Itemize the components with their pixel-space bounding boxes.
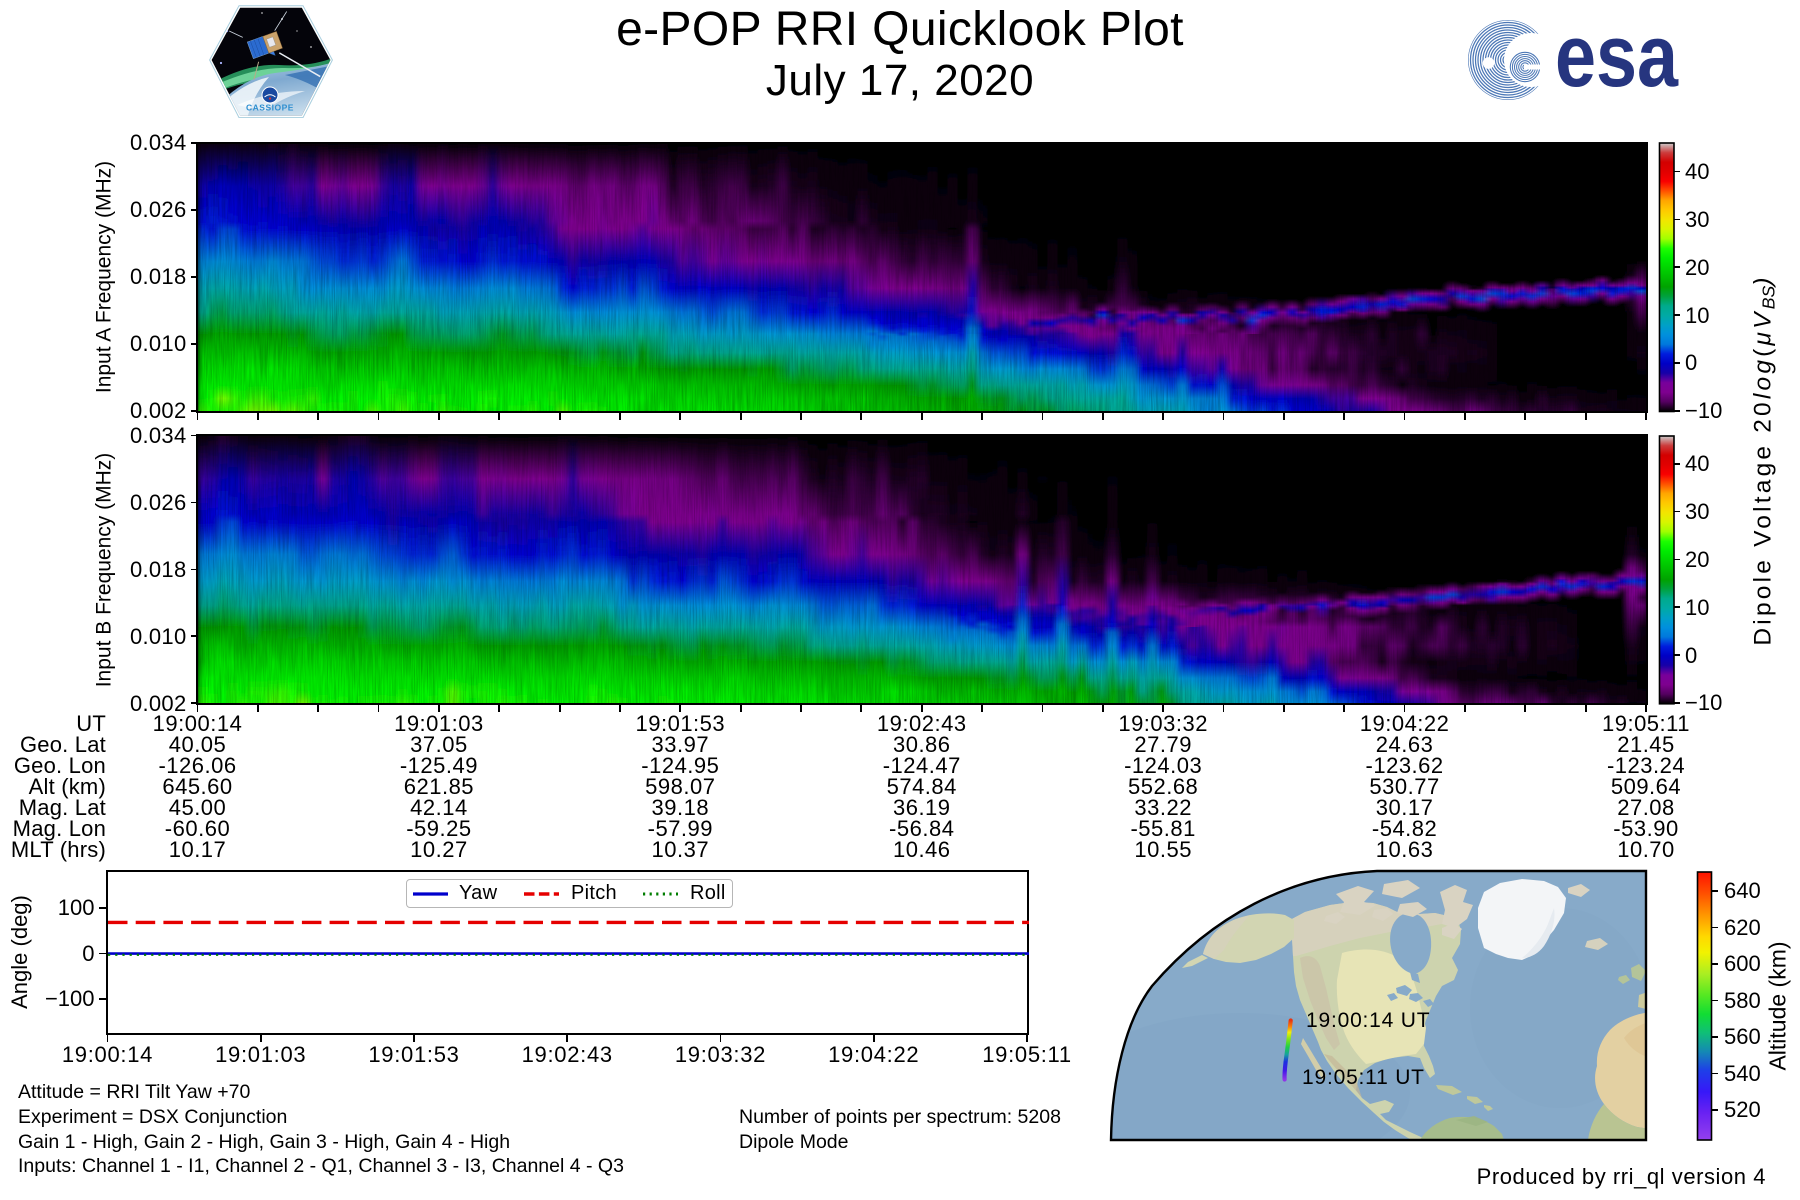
svg-text:19:00:14 UT: 19:00:14 UT	[1306, 1009, 1430, 1032]
svg-text:19:05:11 UT: 19:05:11 UT	[1302, 1066, 1425, 1089]
svg-text:esa: esa	[1555, 6, 1679, 105]
svg-text:CASSIOPE: CASSIOPE	[246, 103, 294, 113]
